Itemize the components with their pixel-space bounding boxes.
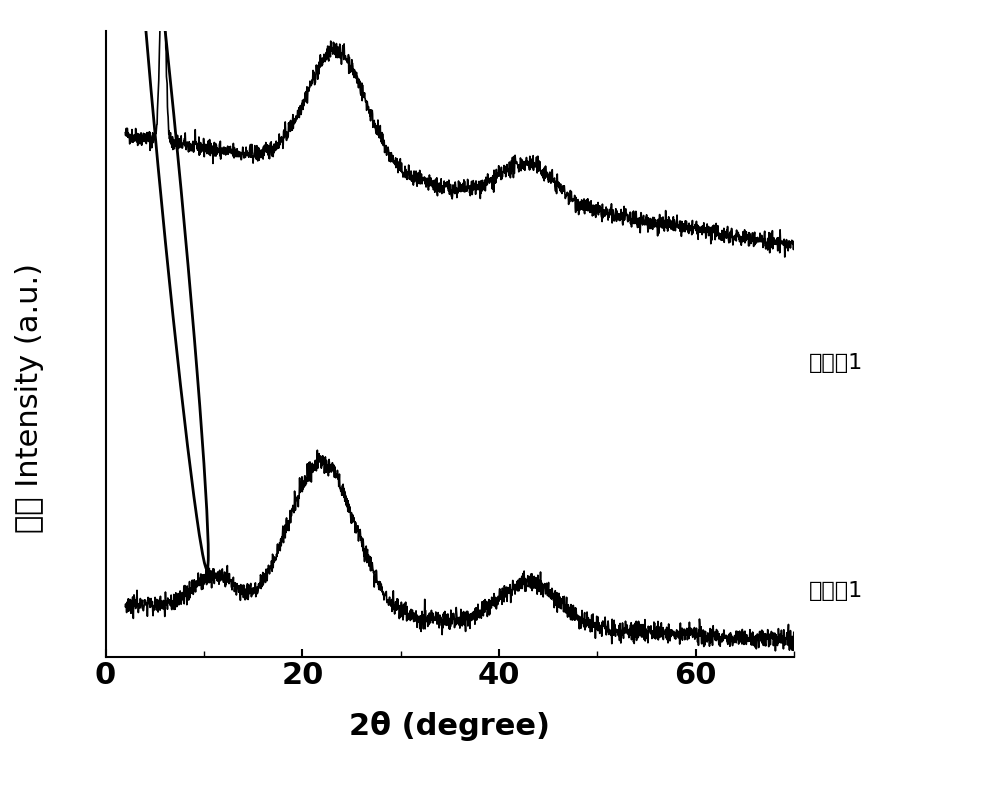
X-axis label: 2θ (degree): 2θ (degree) [349, 711, 550, 741]
Text: 实施例1: 实施例1 [809, 353, 863, 373]
Text: 对比例1: 对比例1 [809, 581, 863, 601]
Text: 强度 Intensity (a.u.): 强度 Intensity (a.u.) [15, 263, 45, 533]
